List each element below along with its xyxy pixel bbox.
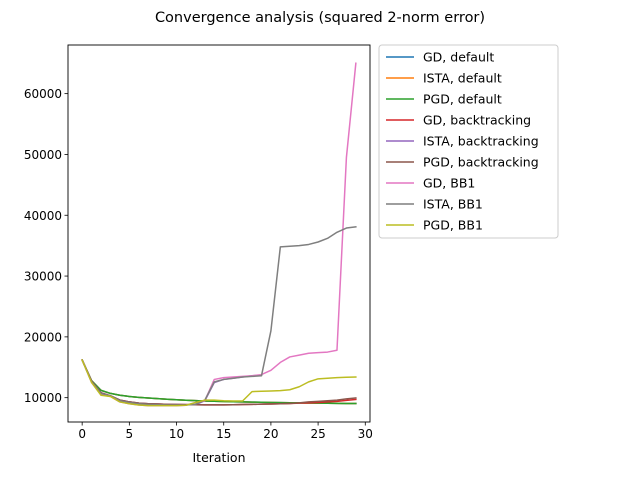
legend-items: GD, default ISTA, default PGD, default GD, … [386,50,539,233]
series-layer [81,62,357,407]
y-axis: 10000 20000 30000 40000 50000 60000 [24,87,68,405]
legend-label: PGD, default [423,92,502,107]
x-tick-label: 15 [216,427,231,441]
y-tick-label: 20000 [24,330,62,344]
x-tick-label: 20 [263,427,278,441]
series-line [81,358,357,407]
y-tick-label: 30000 [24,270,62,284]
legend-label: ISTA, BB1 [423,197,483,212]
plot-area: 0 5 10 15 20 25 30 10000 20000 30000 40000 50000 60… [24,44,373,441]
chart-title: Convergence analysis (squared 2-norm err… [155,10,485,26]
plot-frame [67,44,371,423]
legend-label: PGD, backtracking [423,155,539,170]
y-tick-label: 40000 [24,209,62,223]
y-tick-label: 10000 [24,391,62,405]
series-line [81,225,357,406]
legend-label: GD, BB1 [423,176,475,191]
x-tick-label: 25 [310,427,325,441]
legend: GD, default ISTA, default PGD, default GD, … [378,44,559,239]
legend-label: ISTA, backtracking [423,134,539,149]
y-tick-label: 50000 [24,148,62,162]
legend-label: ISTA, default [423,71,502,86]
y-tick-label: 60000 [24,87,62,101]
x-tick-label: 10 [169,427,184,441]
x-tick-label: 0 [78,427,86,441]
legend-label: GD, default [423,50,494,65]
x-tick-label: 5 [126,427,134,441]
x-axis: 0 5 10 15 20 25 30 [78,422,373,441]
legend-label: GD, backtracking [423,113,531,128]
x-tick-label: 30 [358,427,373,441]
legend-frame [378,44,559,239]
x-axis-label: Iteration [192,450,245,465]
legend-label: PGD, BB1 [423,218,483,233]
